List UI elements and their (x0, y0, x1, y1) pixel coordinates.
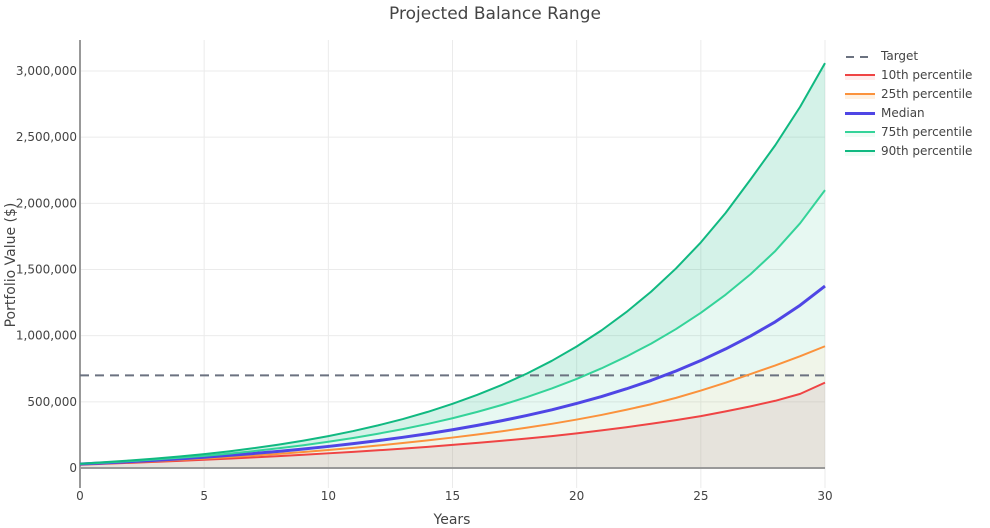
legend-item-10th-percentile[interactable]: 10th percentile (845, 65, 972, 84)
x-tick-label: 15 (445, 489, 460, 503)
legend-swatch-10th (845, 70, 875, 80)
legend-label: 75th percentile (881, 124, 973, 139)
chart-title: Projected Balance Range (389, 4, 601, 24)
y-tick-label: 3,000,000 (16, 64, 77, 78)
x-axis-label: Years (433, 512, 471, 528)
legend-swatch-75th (845, 127, 875, 137)
series-line-10th-percentile[interactable] (79, 381, 826, 466)
legend-label: Target (881, 48, 919, 63)
series-line-75th-percentile[interactable] (79, 189, 826, 465)
y-tick-label: 2,000,000 (16, 196, 77, 210)
legend-label: Median (881, 105, 925, 120)
gridlines (80, 40, 826, 488)
legend-item-target[interactable]: Target (845, 46, 972, 65)
x-tick-label: 0 (76, 489, 84, 503)
legend-swatch-25th (845, 89, 875, 99)
x-tick-label: 25 (693, 489, 708, 503)
legend-item-90th-percentile[interactable]: 90th percentile (845, 141, 972, 160)
y-tick-label: 2,500,000 (16, 130, 77, 144)
x-tick-label: 20 (569, 489, 584, 503)
y-tick-label: 0 (69, 461, 77, 475)
y-tick-label: 1,500,000 (16, 263, 77, 277)
tick-labels: 0 5 10 15 20 25 30 0 500,000 1,000,000 1,500,000 2,… (16, 64, 833, 503)
legend-item-75th-percentile[interactable]: 75th percentile (845, 122, 972, 141)
legend-swatch-median (845, 108, 875, 118)
legend-label: 10th percentile (881, 67, 973, 82)
legend-swatch-90th (845, 146, 875, 156)
legend-swatch-target (845, 51, 875, 61)
series-line-90th-percentile[interactable] (79, 62, 826, 465)
y-tick-label: 1,000,000 (16, 329, 77, 343)
band-fills (80, 63, 825, 468)
legend-label: 90th percentile (881, 143, 973, 158)
legend-label: 25th percentile (881, 86, 973, 101)
x-tick-label: 10 (321, 489, 336, 503)
series-line-median[interactable] (79, 284, 826, 466)
x-tick-label: 5 (200, 489, 208, 503)
y-tick-label: 500,000 (27, 395, 77, 409)
legend-item-25th-percentile[interactable]: 25th percentile (845, 84, 972, 103)
series-lines (79, 62, 826, 466)
x-tick-label: 30 (817, 489, 832, 503)
legend-item-median[interactable]: Median (845, 103, 972, 122)
legend: Target 10th percentile 25th percentile M… (845, 46, 972, 160)
axes (79, 40, 825, 488)
y-axis-label: Portfolio Value ($) (3, 203, 19, 328)
